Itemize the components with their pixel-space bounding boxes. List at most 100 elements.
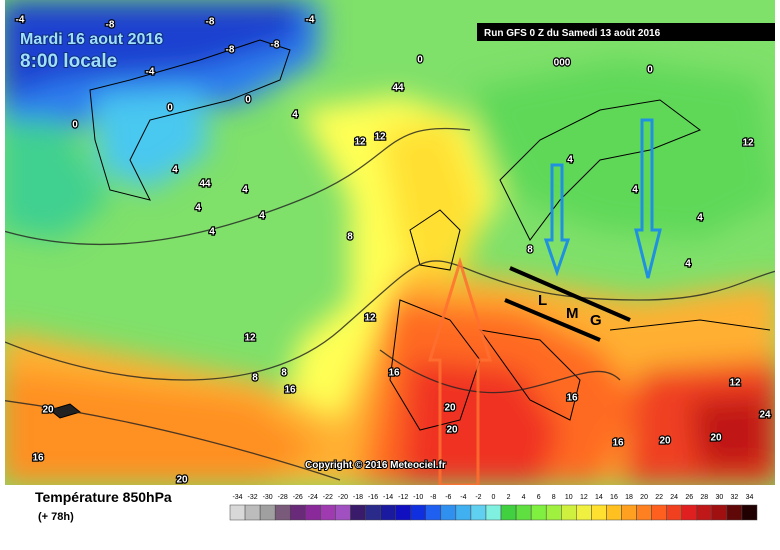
contour-label: 20 — [176, 475, 188, 486]
scale-swatch — [500, 504, 517, 521]
scale-swatch — [636, 504, 652, 521]
contour-label: 44 — [392, 83, 404, 94]
scale-swatch — [470, 504, 487, 521]
contour-label: 24 — [759, 410, 771, 421]
contour-label: 4 — [242, 185, 248, 196]
contour-label: -8 — [226, 45, 235, 56]
contour-label: 16 — [388, 368, 400, 379]
scale-swatch — [289, 504, 306, 521]
contour-label: 16 — [566, 393, 578, 404]
forecast-lead: (+ 78h) — [38, 511, 74, 523]
scale-swatch — [576, 504, 592, 521]
contour-label: 44 — [199, 179, 211, 190]
scale-swatch — [425, 504, 442, 521]
contour-label: 20 — [659, 436, 671, 447]
scale-tick-label: -18 — [353, 494, 363, 501]
contour-label: 0 — [167, 103, 173, 114]
scale-tick-label: -26 — [293, 494, 303, 501]
legend-title: Température 850hPa — [35, 489, 172, 505]
contour-label: 16 — [32, 453, 44, 464]
contour-label: 4 — [209, 227, 215, 238]
scale-tick-label: -32 — [248, 494, 258, 501]
contour-label: 0 — [647, 65, 653, 76]
contour-label: 12 — [354, 137, 366, 148]
scale-tick-label: -8 — [430, 494, 436, 501]
scale-tick-label: 0 — [492, 494, 496, 501]
scale-tick-label: 20 — [640, 494, 648, 501]
scale-swatch — [545, 504, 562, 521]
contour-label: 20 — [710, 433, 722, 444]
scale-swatch — [365, 504, 381, 521]
scale-tick-label: 2 — [507, 494, 511, 501]
map: L M G -4 -8 -8 -8 -8 -4 -4 0 0 0 4 4 4 4… — [5, 0, 775, 486]
run-box — [477, 23, 775, 41]
scale-tick-label: -28 — [278, 494, 288, 501]
scale-tick-label: -14 — [383, 494, 393, 501]
scale-tick-label: 28 — [700, 494, 708, 501]
contour-label: 4 — [292, 110, 298, 121]
scale-swatch — [350, 504, 366, 521]
scale-swatch — [515, 504, 532, 521]
contour-label: 12 — [729, 378, 741, 389]
scale-tick-label: -16 — [368, 494, 378, 501]
contour-label: 4 — [195, 203, 201, 214]
scale-tick-label: 34 — [746, 494, 754, 501]
scale-swatch — [244, 504, 261, 521]
scale-swatch — [440, 504, 457, 521]
contour-label: 16 — [612, 438, 624, 449]
scale-swatch — [305, 504, 321, 521]
scale-tick-label: -12 — [398, 494, 408, 501]
scale-tick-label: -24 — [308, 494, 318, 501]
scale-swatch — [395, 504, 411, 521]
scale-tick-label: 6 — [537, 494, 541, 501]
scale-tick-label: -22 — [323, 494, 333, 501]
contour-label: -4 — [16, 15, 25, 26]
scale-swatch — [696, 504, 713, 521]
contour-label: 0 — [417, 55, 423, 66]
run-info: Run GFS 0 Z du Samedi 13 août 2016 — [484, 28, 661, 39]
scale-tick-label: 32 — [731, 494, 739, 501]
front-line — [509, 266, 631, 322]
contour-labels: -4 -8 -8 -8 -8 -4 -4 0 0 0 4 4 4 44 4 44… — [14, 13, 772, 486]
scale-swatch — [455, 504, 472, 521]
scale-swatch — [726, 504, 743, 521]
scale-tick-label: 4 — [522, 494, 526, 501]
contour-label: 8 — [527, 245, 533, 256]
contour-label: 12 — [742, 138, 754, 149]
scale-swatch — [711, 504, 728, 521]
contour-label: 16 — [284, 385, 296, 396]
scale-tick-label: 24 — [670, 494, 678, 501]
scale-swatch — [410, 504, 426, 521]
scale-swatch — [259, 504, 276, 521]
scale-tick-label: 10 — [565, 494, 573, 501]
scale-tick-label: -20 — [338, 494, 348, 501]
forecast-time: 8:00 locale — [20, 51, 117, 72]
scale-swatch — [530, 504, 547, 521]
scale-tick-label: 8 — [552, 494, 556, 501]
scale-swatch — [666, 504, 682, 521]
contour-label: 20 — [444, 403, 456, 414]
scale-tick-label: 30 — [715, 494, 723, 501]
scale-swatch — [229, 504, 246, 521]
scale-tick-label: -30 — [263, 494, 273, 501]
scale-swatch — [485, 504, 502, 521]
contour-label: 4 — [632, 185, 638, 196]
letter-label: G — [590, 312, 602, 329]
contour-label: 20 — [42, 405, 54, 416]
scale-swatch — [561, 504, 577, 521]
isotherms — [5, 127, 775, 481]
forecast-date: Mardi 16 aout 2016 — [20, 31, 163, 48]
scale-tick-label: 14 — [595, 494, 603, 501]
scale-swatch — [335, 504, 351, 521]
scale-swatch — [274, 504, 291, 521]
scale-swatch — [591, 504, 607, 521]
contour-label: 12 — [244, 333, 256, 344]
contour-label: 0 — [72, 120, 78, 131]
contour-label: 0 — [245, 95, 251, 106]
color-scale: -34 -32 -30 -28 -26 -24 -22 -20 -18 -16 -14 -12 -10-… — [229, 494, 758, 521]
contour-label: 8 — [347, 232, 353, 243]
warm-advection-arrow — [427, 256, 493, 485]
contour-label: -8 — [206, 17, 215, 28]
coastlines — [48, 39, 771, 431]
scale-swatch — [681, 504, 698, 521]
